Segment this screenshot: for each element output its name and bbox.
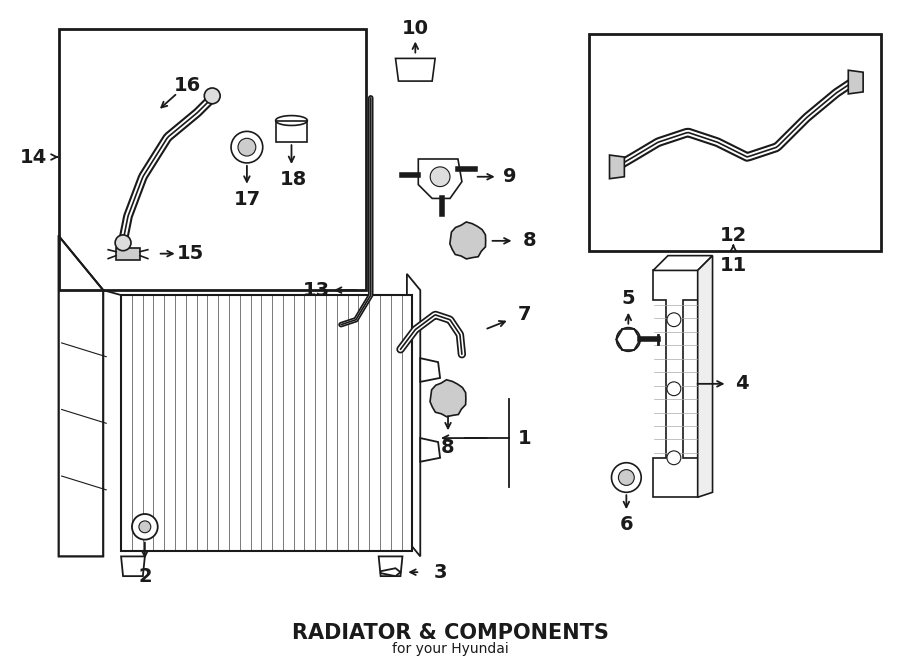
Polygon shape — [116, 248, 140, 260]
Text: 4: 4 — [735, 374, 749, 393]
Polygon shape — [395, 58, 435, 81]
Polygon shape — [58, 236, 104, 556]
Polygon shape — [430, 380, 466, 416]
Circle shape — [667, 313, 680, 326]
Circle shape — [139, 521, 151, 533]
Polygon shape — [418, 159, 462, 199]
Polygon shape — [420, 438, 440, 461]
Text: 16: 16 — [174, 75, 201, 95]
Text: for your Hyundai: for your Hyundai — [392, 642, 508, 656]
Circle shape — [611, 463, 641, 493]
Text: 10: 10 — [401, 19, 428, 38]
Text: 1: 1 — [518, 428, 531, 448]
Text: 17: 17 — [233, 190, 260, 209]
Text: 14: 14 — [21, 148, 48, 167]
Polygon shape — [698, 256, 713, 497]
Text: RADIATOR & COMPONENTS: RADIATOR & COMPONENTS — [292, 624, 608, 643]
Polygon shape — [379, 556, 402, 576]
Circle shape — [616, 328, 640, 352]
Circle shape — [204, 88, 220, 104]
Circle shape — [667, 382, 680, 396]
Text: 5: 5 — [622, 289, 635, 308]
Polygon shape — [653, 270, 698, 497]
Polygon shape — [450, 222, 486, 259]
Text: 13: 13 — [302, 281, 329, 300]
Circle shape — [231, 131, 263, 163]
Text: 8: 8 — [441, 438, 454, 457]
Polygon shape — [407, 274, 420, 556]
Text: 11: 11 — [720, 256, 747, 275]
Text: 6: 6 — [619, 515, 634, 534]
Polygon shape — [381, 568, 400, 576]
Polygon shape — [122, 556, 145, 576]
Circle shape — [430, 167, 450, 187]
Text: 7: 7 — [518, 305, 531, 324]
Text: 2: 2 — [138, 567, 152, 586]
Circle shape — [618, 469, 634, 485]
Polygon shape — [122, 295, 412, 551]
Polygon shape — [420, 358, 440, 382]
Polygon shape — [275, 120, 307, 142]
Bar — [589, 34, 881, 251]
Polygon shape — [653, 256, 713, 270]
Text: 12: 12 — [720, 226, 747, 246]
Circle shape — [238, 138, 256, 156]
Text: 3: 3 — [433, 563, 446, 582]
Polygon shape — [849, 70, 863, 94]
Bar — [58, 29, 365, 290]
Text: 9: 9 — [503, 167, 517, 186]
Text: 8: 8 — [522, 231, 536, 250]
Text: 18: 18 — [280, 170, 307, 189]
Circle shape — [132, 514, 157, 540]
Circle shape — [667, 451, 680, 465]
Circle shape — [115, 235, 131, 251]
Polygon shape — [609, 155, 625, 179]
Text: 15: 15 — [176, 244, 204, 263]
